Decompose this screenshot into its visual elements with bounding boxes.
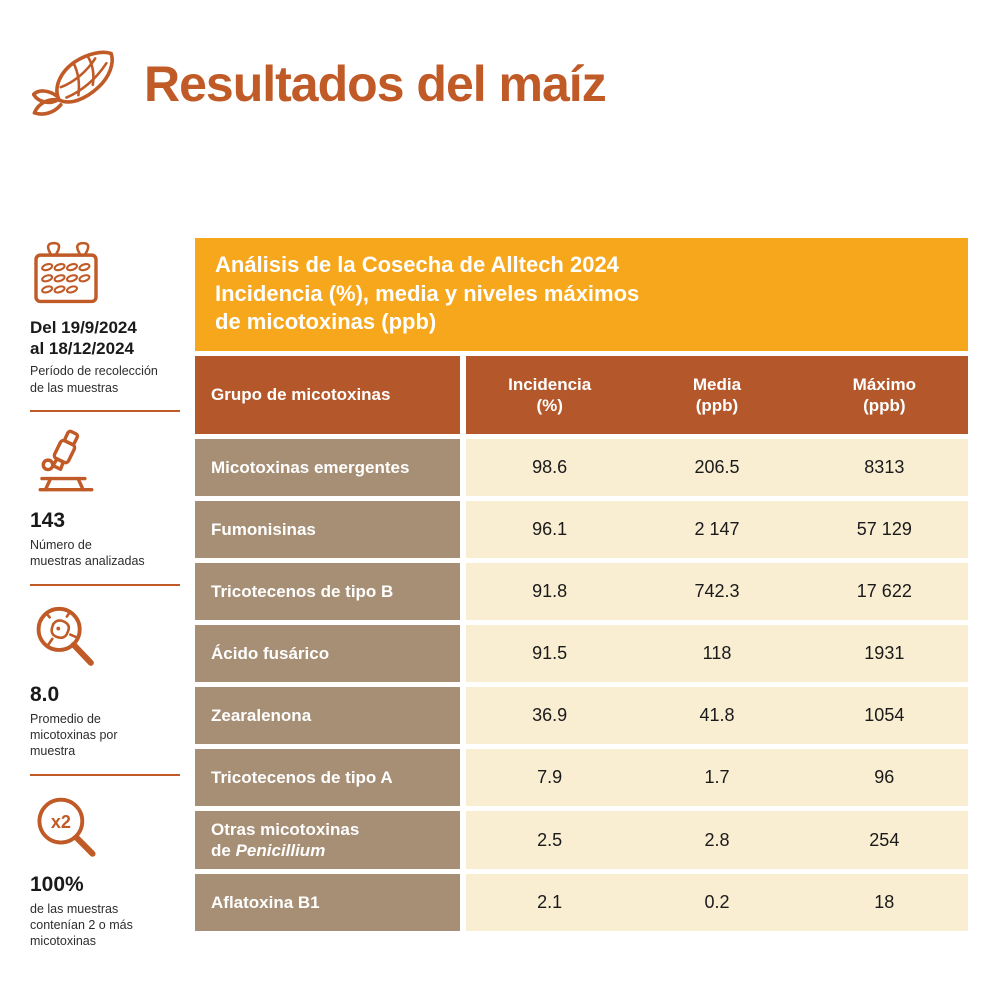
mycotoxin-table: Análisis de la Cosecha de Alltech 2024 I… xyxy=(195,238,968,932)
corn-icon xyxy=(32,46,120,122)
row-group-cell: Aflatoxina B1 xyxy=(195,874,460,932)
cell-incidencia: 96.1 xyxy=(532,518,568,539)
cell-maximo: 96 xyxy=(874,766,895,787)
table-row: Otras micotoxinas de Penicillium 2.5 2.8… xyxy=(195,810,968,870)
calendar-icon xyxy=(30,238,188,310)
page-title: Resultados del maíz xyxy=(144,56,607,112)
x2-label: x2 xyxy=(51,812,71,832)
table-header-row: Grupo de micotoxinas Incidencia (%) Medi… xyxy=(195,355,968,434)
stat-value-period: Del 19/9/2024 al 18/12/2024 xyxy=(30,318,137,358)
cell-incidencia: 98.6 xyxy=(532,456,568,477)
stat-value-multi: 100% xyxy=(30,872,84,896)
row-group-label-italic: Penicillium xyxy=(235,841,326,861)
row-values: 7.9 1.7 96 xyxy=(466,748,968,806)
row-values: 91.8 742.3 17 622 xyxy=(466,562,968,620)
table-header-values: Incidencia (%) Media (ppb) Máximo (ppb) xyxy=(466,355,968,434)
row-group-label: Tricotecenos de tipo A xyxy=(211,767,393,787)
cell-incidencia: 2.5 xyxy=(537,829,563,850)
row-group-cell: Zearalenona xyxy=(195,686,460,744)
cell-maximo: 18 xyxy=(874,892,895,913)
microscope-icon xyxy=(30,428,188,500)
cell-incidencia: 2.1 xyxy=(537,892,563,913)
page-header: Resultados del maíz xyxy=(32,46,607,122)
column-header-maximo: Máximo (ppb) xyxy=(852,374,916,415)
cell-media: 0.2 xyxy=(704,892,730,913)
table-row: Fumonisinas 96.1 2 147 57 129 xyxy=(195,500,968,558)
row-values: 2.1 0.2 18 xyxy=(466,874,968,932)
row-group-label: Tricotecenos de tipo B xyxy=(211,581,394,601)
cell-incidencia: 91.5 xyxy=(532,642,568,663)
row-group-cell: Tricotecenos de tipo A xyxy=(195,748,460,806)
cell-media: 1.7 xyxy=(704,766,730,787)
row-group-label: Otras micotoxinas de xyxy=(211,819,360,861)
row-group-cell: Micotoxinas emergentes xyxy=(195,438,460,496)
stat-multi-mycotoxin-share: x2 100% de las muestras contenían 2 o má… xyxy=(30,792,188,950)
row-group-label: Micotoxinas emergentes xyxy=(211,457,410,477)
stat-samples-analyzed: 143 Número de muestras analizadas xyxy=(30,428,188,586)
stats-sidebar: Del 19/9/2024 al 18/12/2024 Período de r… xyxy=(30,238,188,950)
cell-maximo: 1054 xyxy=(864,704,905,725)
table-row: Tricotecenos de tipo A 7.9 1.7 96 xyxy=(195,748,968,806)
row-group-label: Fumonisinas xyxy=(211,519,316,539)
cell-maximo: 8313 xyxy=(864,456,905,477)
cell-media: 742.3 xyxy=(694,580,740,601)
cell-incidencia: 36.9 xyxy=(532,704,568,725)
x2-magnifier-icon: x2 xyxy=(30,792,188,864)
stat-collection-period: Del 19/9/2024 al 18/12/2024 Período de r… xyxy=(30,238,188,412)
cell-media: 118 xyxy=(702,642,732,663)
cell-media: 206.5 xyxy=(694,456,740,477)
divider xyxy=(30,773,180,776)
cell-maximo: 254 xyxy=(869,829,900,850)
row-group-label: Zearalenona xyxy=(211,705,312,725)
divider xyxy=(30,409,180,412)
table-row: Ácido fusárico 91.5 118 1931 xyxy=(195,624,968,682)
stat-average-mycotoxins: 8.0 Promedio de micotoxinas por muestra xyxy=(30,602,188,776)
table-row: Tricotecenos de tipo B 91.8 742.3 17 622 xyxy=(195,562,968,620)
cell-media: 2 147 xyxy=(694,518,740,539)
row-group-label: Aflatoxina B1 xyxy=(211,893,320,913)
row-values: 91.5 118 1931 xyxy=(466,624,968,682)
row-values: 2.5 2.8 254 xyxy=(466,810,968,870)
column-header-media: Media (ppb) xyxy=(692,374,742,415)
table-row: Aflatoxina B1 2.1 0.2 18 xyxy=(195,874,968,932)
mycotoxin-magnifier-icon xyxy=(30,602,188,674)
stat-label-samples: Número de muestras analizadas xyxy=(30,538,145,569)
stat-label-period: Período de recolección de las muestras xyxy=(30,364,158,395)
column-header-incidencia: Incidencia (%) xyxy=(508,374,592,415)
row-group-cell: Ácido fusárico xyxy=(195,624,460,682)
row-group-label: Ácido fusárico xyxy=(211,643,330,663)
cell-maximo: 1931 xyxy=(864,642,905,663)
stat-label-average: Promedio de micotoxinas por muestra xyxy=(30,711,118,759)
cell-incidencia: 7.9 xyxy=(537,766,563,787)
cell-media: 41.8 xyxy=(699,704,735,725)
row-values: 96.1 2 147 57 129 xyxy=(466,500,968,558)
stat-value-samples: 143 xyxy=(30,508,66,532)
cell-maximo: 57 129 xyxy=(856,518,912,539)
column-header-group: Grupo de micotoxinas xyxy=(195,355,460,434)
cell-media: 2.8 xyxy=(704,829,730,850)
divider xyxy=(30,583,180,586)
cell-incidencia: 91.8 xyxy=(532,580,568,601)
row-group-cell: Fumonisinas xyxy=(195,500,460,558)
stat-label-multi: de las muestras contenían 2 o más micoto… xyxy=(30,901,133,949)
row-group-cell: Otras micotoxinas de Penicillium xyxy=(195,810,460,870)
cell-maximo: 17 622 xyxy=(856,580,912,601)
table-title-banner: Análisis de la Cosecha de Alltech 2024 I… xyxy=(195,238,968,351)
table-row: Micotoxinas emergentes 98.6 206.5 8313 xyxy=(195,438,968,496)
stat-value-average: 8.0 xyxy=(30,682,60,706)
row-values: 36.9 41.8 1054 xyxy=(466,686,968,744)
row-values: 98.6 206.5 8313 xyxy=(466,438,968,496)
table-row: Zearalenona 36.9 41.8 1054 xyxy=(195,686,968,744)
row-group-cell: Tricotecenos de tipo B xyxy=(195,562,460,620)
